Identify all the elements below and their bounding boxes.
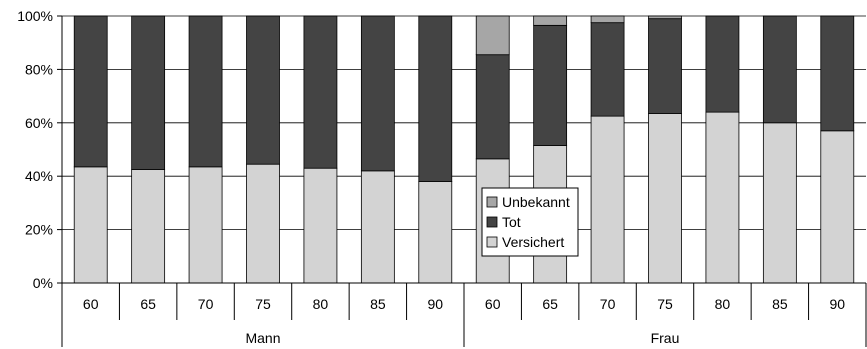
y-tick-label: 100%: [17, 8, 53, 24]
bar-segment: [475, 15, 510, 56]
axes: [61, 16, 867, 347]
bar-segment: [648, 15, 682, 20]
bar-segment: [246, 163, 280, 284]
legend-label: Tot: [502, 214, 521, 230]
bar-segment: [820, 130, 855, 284]
bar-segment: [648, 113, 682, 284]
bar-segment: [73, 15, 108, 168]
y-tick-labels: 0% 20% 40% 60% 80% 100%: [17, 8, 53, 291]
x-tick-label: 80: [313, 296, 329, 312]
bar-segment: [73, 166, 108, 284]
bar-segment: [360, 170, 395, 284]
legend: Unbekannt Tot Versichert: [481, 187, 579, 257]
bar-segment: [360, 15, 395, 172]
x-tick-label: 90: [829, 296, 845, 312]
bar-segment: [188, 166, 223, 284]
bar-segment: [820, 15, 855, 132]
bar-segment: [131, 15, 166, 170]
bar-segment: [246, 15, 280, 165]
bar-segment: [705, 15, 740, 113]
legend-swatch: [486, 216, 498, 228]
y-tick-label: 40%: [25, 168, 53, 184]
bar-segment: [533, 15, 568, 26]
x-tick-label: 90: [427, 296, 443, 312]
legend-label: Versichert: [502, 234, 564, 250]
x-tick-label: 85: [772, 296, 788, 312]
legend-box: [481, 187, 579, 257]
group-label: Mann: [245, 330, 280, 346]
y-tick-label: 20%: [25, 222, 53, 238]
bar-segment: [762, 15, 797, 124]
y-tick-label: 80%: [25, 61, 53, 77]
bar-segment: [705, 111, 740, 284]
legend-swatch: [486, 236, 498, 248]
x-tick-label: 60: [485, 296, 501, 312]
bar-segment: [590, 22, 625, 117]
x-tick-label: 60: [83, 296, 99, 312]
bar-segment: [131, 169, 166, 284]
x-tick-label: 70: [600, 296, 616, 312]
y-tick-label: 60%: [25, 115, 53, 131]
bar-segment: [418, 181, 453, 284]
x-tick-label: 70: [198, 296, 214, 312]
bar-segment: [475, 54, 510, 160]
legend-label: Unbekannt: [502, 194, 570, 210]
group-label: Frau: [651, 330, 680, 346]
bar-segment: [418, 15, 453, 182]
bar-segment: [648, 18, 682, 114]
bars: [73, 15, 855, 284]
x-tick-label: 65: [140, 296, 156, 312]
x-tick-label: 80: [715, 296, 731, 312]
y-tick-label: 0%: [33, 275, 53, 291]
bar-segment: [590, 15, 625, 24]
x-tick-label: 85: [370, 296, 386, 312]
bar-segment: [303, 15, 338, 169]
x-tick-label: 75: [657, 296, 673, 312]
bar-segment: [762, 122, 797, 284]
x-tick-label: 65: [542, 296, 558, 312]
bar-segment: [303, 167, 338, 284]
legend-swatch: [486, 196, 498, 208]
bar-segment: [188, 15, 223, 168]
x-tick-labels: 60 65 70 75 80 85 90 60 65 70 75 80 85 90 Mann Frau: [83, 296, 845, 346]
bar-segment: [590, 115, 625, 284]
x-tick-label: 75: [255, 296, 271, 312]
bar-segment: [533, 24, 568, 146]
gridlines: [57, 15, 866, 284]
